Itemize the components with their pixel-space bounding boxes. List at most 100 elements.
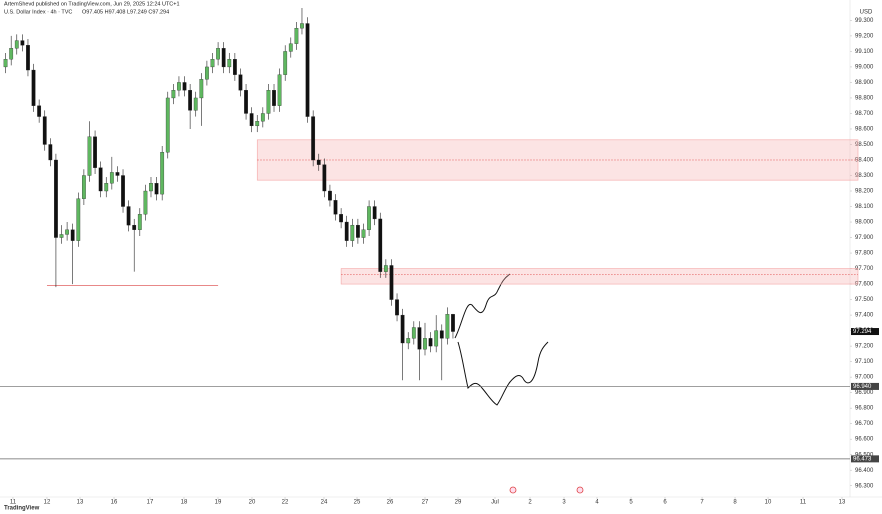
candle-body (149, 183, 153, 192)
candle-body (76, 198, 81, 241)
candle-body (70, 229, 75, 241)
x-tick-label: 19 (215, 500, 222, 506)
x-tick-label: 18 (181, 500, 188, 506)
y-tick-label: 97.500 (855, 297, 874, 303)
candle-body (177, 82, 181, 91)
candle-body (434, 330, 439, 347)
candle-body (54, 159, 58, 238)
y-tick-label: 99.200 (855, 33, 874, 39)
candle-body (14, 40, 19, 49)
y-tick-label: 99.000 (855, 65, 874, 71)
y-tick-label: 98.000 (855, 220, 874, 226)
candle-body (378, 218, 383, 272)
projection-path (457, 341, 549, 406)
level-label-box (851, 382, 879, 390)
y-tick-label: 97.700 (855, 266, 874, 272)
candle-body (143, 190, 148, 215)
last-price-box (851, 328, 879, 336)
y-tick-label: 96.600 (855, 437, 874, 443)
y-tick-label: 97.400 (855, 313, 874, 319)
candle-body (104, 183, 109, 192)
candle-body (339, 214, 344, 223)
candle-body (81, 175, 86, 199)
footer-logo: TradingView (4, 506, 40, 512)
x-tick-label: Jul (491, 500, 499, 506)
candle-body (361, 229, 366, 238)
candle-body (109, 172, 114, 184)
y-tick-label: 96.300 (855, 483, 874, 489)
candle-body (221, 48, 226, 68)
candle-body (216, 48, 220, 60)
candle-body (65, 229, 69, 235)
event-icon[interactable] (509, 486, 517, 494)
y-tick-label: 97.100 (855, 359, 874, 365)
y-tick-label: 98.400 (855, 158, 874, 164)
candle-body (333, 200, 338, 215)
candle-body (372, 206, 377, 220)
candle-body (283, 51, 288, 75)
candle-body (423, 338, 427, 350)
candle-body (238, 74, 243, 91)
candle-body (439, 330, 444, 339)
candle-body (350, 224, 355, 241)
candle-body (188, 90, 193, 111)
y-tick-label: 98.900 (855, 80, 874, 86)
candle-body (316, 159, 321, 165)
candle-body (288, 43, 293, 52)
candle-body (367, 206, 371, 230)
x-tick-label: 5 (629, 500, 633, 506)
x-tick-label: 13 (839, 500, 846, 506)
candle-body (182, 82, 187, 91)
x-tick-label: 7 (700, 500, 704, 506)
candle-body (31, 69, 36, 106)
candle-body (266, 90, 271, 114)
candle-body (98, 167, 103, 192)
y-tick-label: 98.300 (855, 173, 874, 179)
candle-body (417, 327, 422, 350)
candle-body (171, 90, 176, 99)
candle-body (93, 136, 97, 168)
x-tick-label: 8 (733, 500, 737, 506)
candle-body (132, 224, 137, 230)
x-tick-label: 25 (354, 500, 361, 506)
candle-body (294, 28, 299, 44)
author-line: ArtemShevd published on TradingView.com,… (4, 1, 180, 7)
x-tick-label: 20 (249, 500, 256, 506)
candle-body (406, 338, 411, 344)
event-icon[interactable] (576, 486, 584, 494)
y-tick-label: 98.800 (855, 96, 874, 102)
candle-body (451, 314, 455, 332)
candle-body (26, 45, 30, 71)
x-tick-label: 26 (387, 500, 394, 506)
candle-body (428, 338, 433, 347)
candle-body (227, 59, 232, 68)
last-price-label: 97.294 (853, 329, 872, 335)
candle-body (272, 90, 276, 106)
y-tick-label: 99.100 (855, 49, 874, 55)
x-tick-label: 10 (765, 500, 772, 506)
x-tick-label: 4 (595, 500, 599, 506)
candle-body (9, 48, 14, 60)
candle-body (87, 136, 92, 176)
level-label-box (851, 455, 879, 463)
candle-body (311, 116, 316, 161)
candle-body (395, 299, 399, 316)
y-tick-label: 97.800 (855, 251, 874, 257)
x-tick-label: 22 (282, 500, 289, 506)
candle-body (210, 59, 215, 68)
currency: USD (860, 10, 873, 16)
symbol: U.S. Dollar Index · 4h · TVC (4, 9, 72, 15)
candle-body (445, 314, 450, 339)
y-tick-label: 96.500 (855, 452, 874, 458)
candle-body (48, 144, 53, 161)
candle-body (232, 59, 237, 75)
candle-body (20, 40, 25, 46)
y-tick-label: 98.600 (855, 127, 874, 133)
x-tick-label: 17 (147, 500, 154, 506)
candle-body (42, 116, 47, 145)
x-tick-label: 27 (422, 500, 429, 506)
candle-body (59, 234, 64, 238)
x-tick-label: 13 (77, 500, 84, 506)
